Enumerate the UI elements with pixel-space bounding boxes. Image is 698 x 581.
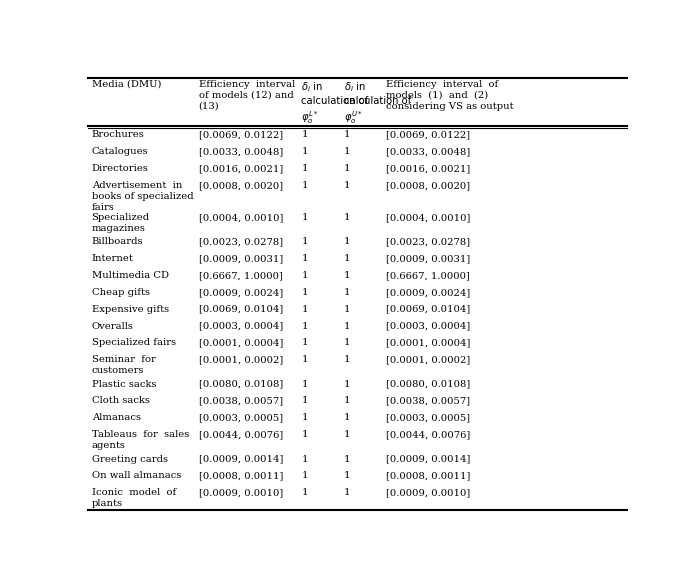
Text: 1: 1 xyxy=(343,488,350,497)
Text: 1: 1 xyxy=(302,379,308,389)
Text: [0.0044, 0.0076]: [0.0044, 0.0076] xyxy=(386,430,470,439)
Text: 1: 1 xyxy=(343,454,350,464)
Text: [0.0003, 0.0005]: [0.0003, 0.0005] xyxy=(386,413,470,422)
Text: 1: 1 xyxy=(302,164,308,173)
Text: 1: 1 xyxy=(302,304,308,314)
Text: 1: 1 xyxy=(302,213,308,222)
Text: [0.0033, 0.0048]: [0.0033, 0.0048] xyxy=(386,147,470,156)
Text: 1: 1 xyxy=(343,181,350,190)
Text: [0.0038, 0.0057]: [0.0038, 0.0057] xyxy=(199,396,283,406)
Text: [0.0023, 0.0278]: [0.0023, 0.0278] xyxy=(199,237,283,246)
Text: [0.0001, 0.0002]: [0.0001, 0.0002] xyxy=(386,355,470,364)
Text: Directories: Directories xyxy=(91,164,149,173)
Text: [0.0080, 0.0108]: [0.0080, 0.0108] xyxy=(386,379,470,389)
Text: [0.0008, 0.0011]: [0.0008, 0.0011] xyxy=(386,471,470,480)
Text: 1: 1 xyxy=(343,430,350,439)
Text: [0.6667, 1.0000]: [0.6667, 1.0000] xyxy=(386,271,470,280)
Text: [0.0004, 0.0010]: [0.0004, 0.0010] xyxy=(199,213,283,222)
Text: [0.0009, 0.0031]: [0.0009, 0.0031] xyxy=(199,254,283,263)
Text: [0.0016, 0.0021]: [0.0016, 0.0021] xyxy=(386,164,470,173)
Text: 1: 1 xyxy=(302,471,308,480)
Text: Billboards: Billboards xyxy=(91,237,143,246)
Text: 1: 1 xyxy=(343,321,350,331)
Text: [0.0009, 0.0010]: [0.0009, 0.0010] xyxy=(199,488,283,497)
Text: Specialized fairs: Specialized fairs xyxy=(91,338,176,347)
Text: 1: 1 xyxy=(343,471,350,480)
Text: 1: 1 xyxy=(343,147,350,156)
Text: [0.0033, 0.0048]: [0.0033, 0.0048] xyxy=(199,147,283,156)
Text: 1: 1 xyxy=(343,130,350,139)
Text: 1: 1 xyxy=(343,271,350,280)
Text: 1: 1 xyxy=(302,271,308,280)
Text: $\delta_i$ in
calculation of
$\varphi_o^{L*}$: $\delta_i$ in calculation of $\varphi_o^… xyxy=(302,80,369,125)
Text: 1: 1 xyxy=(302,338,308,347)
Text: Tableaus  for  sales
agents: Tableaus for sales agents xyxy=(91,430,189,450)
Text: 1: 1 xyxy=(302,321,308,331)
Text: [0.0069, 0.0104]: [0.0069, 0.0104] xyxy=(386,304,470,314)
Text: 1: 1 xyxy=(343,338,350,347)
Text: [0.0004, 0.0010]: [0.0004, 0.0010] xyxy=(386,213,470,222)
Text: [0.0069, 0.0122]: [0.0069, 0.0122] xyxy=(386,130,470,139)
Text: 1: 1 xyxy=(343,164,350,173)
Text: 1: 1 xyxy=(343,379,350,389)
Text: [0.0009, 0.0014]: [0.0009, 0.0014] xyxy=(386,454,470,464)
Text: Overalls: Overalls xyxy=(91,321,133,331)
Text: 1: 1 xyxy=(302,237,308,246)
Text: 1: 1 xyxy=(302,147,308,156)
Text: Advertisement  in
books of specialized
fairs: Advertisement in books of specialized fa… xyxy=(91,181,193,211)
Text: [0.0044, 0.0076]: [0.0044, 0.0076] xyxy=(199,430,283,439)
Text: 1: 1 xyxy=(302,413,308,422)
Text: 1: 1 xyxy=(302,288,308,297)
Text: [0.6667, 1.0000]: [0.6667, 1.0000] xyxy=(199,271,283,280)
Text: 1: 1 xyxy=(302,488,308,497)
Text: 1: 1 xyxy=(302,254,308,263)
Text: [0.0038, 0.0057]: [0.0038, 0.0057] xyxy=(386,396,470,406)
Text: Cloth sacks: Cloth sacks xyxy=(91,396,149,406)
Text: Efficiency  interval
of models (12) and
(13): Efficiency interval of models (12) and (… xyxy=(199,80,295,110)
Text: 1: 1 xyxy=(343,355,350,364)
Text: [0.0003, 0.0005]: [0.0003, 0.0005] xyxy=(199,413,283,422)
Text: On wall almanacs: On wall almanacs xyxy=(91,471,181,480)
Text: 1: 1 xyxy=(302,355,308,364)
Text: 1: 1 xyxy=(302,396,308,406)
Text: Media (DMU): Media (DMU) xyxy=(91,80,161,89)
Text: Efficiency  interval  of
models  (1)  and  (2)
considering VS as output: Efficiency interval of models (1) and (2… xyxy=(386,80,514,110)
Text: 1: 1 xyxy=(343,237,350,246)
Text: Greeting cards: Greeting cards xyxy=(91,454,168,464)
Text: $\delta_i$ in
calculation of
$\varphi_o^{U*}$: $\delta_i$ in calculation of $\varphi_o^… xyxy=(343,80,411,125)
Text: Internet: Internet xyxy=(91,254,133,263)
Text: Catalogues: Catalogues xyxy=(91,147,148,156)
Text: 1: 1 xyxy=(343,304,350,314)
Text: [0.0009, 0.0031]: [0.0009, 0.0031] xyxy=(386,254,470,263)
Text: Iconic  model  of
plants: Iconic model of plants xyxy=(91,488,176,508)
Text: Almanacs: Almanacs xyxy=(91,413,140,422)
Text: [0.0008, 0.0011]: [0.0008, 0.0011] xyxy=(199,471,283,480)
Text: Plastic sacks: Plastic sacks xyxy=(91,379,156,389)
Text: [0.0023, 0.0278]: [0.0023, 0.0278] xyxy=(386,237,470,246)
Text: [0.0009, 0.0024]: [0.0009, 0.0024] xyxy=(386,288,470,297)
Text: [0.0008, 0.0020]: [0.0008, 0.0020] xyxy=(386,181,470,190)
Text: [0.0008, 0.0020]: [0.0008, 0.0020] xyxy=(199,181,283,190)
Text: [0.0009, 0.0010]: [0.0009, 0.0010] xyxy=(386,488,470,497)
Text: 1: 1 xyxy=(343,396,350,406)
Text: Specialized
magazines: Specialized magazines xyxy=(91,213,149,232)
Text: [0.0003, 0.0004]: [0.0003, 0.0004] xyxy=(386,321,470,331)
Text: 1: 1 xyxy=(302,130,308,139)
Text: [0.0003, 0.0004]: [0.0003, 0.0004] xyxy=(199,321,283,331)
Text: [0.0009, 0.0014]: [0.0009, 0.0014] xyxy=(199,454,283,464)
Text: 1: 1 xyxy=(343,288,350,297)
Text: [0.0069, 0.0122]: [0.0069, 0.0122] xyxy=(199,130,283,139)
Text: 1: 1 xyxy=(343,254,350,263)
Text: [0.0001, 0.0004]: [0.0001, 0.0004] xyxy=(199,338,283,347)
Text: [0.0001, 0.0002]: [0.0001, 0.0002] xyxy=(199,355,283,364)
Text: Cheap gifts: Cheap gifts xyxy=(91,288,149,297)
Text: [0.0016, 0.0021]: [0.0016, 0.0021] xyxy=(199,164,283,173)
Text: [0.0001, 0.0004]: [0.0001, 0.0004] xyxy=(386,338,470,347)
Text: Multimedia CD: Multimedia CD xyxy=(91,271,169,280)
Text: Expensive gifts: Expensive gifts xyxy=(91,304,169,314)
Text: [0.0069, 0.0104]: [0.0069, 0.0104] xyxy=(199,304,283,314)
Text: [0.0080, 0.0108]: [0.0080, 0.0108] xyxy=(199,379,283,389)
Text: 1: 1 xyxy=(343,413,350,422)
Text: Brochures: Brochures xyxy=(91,130,144,139)
Text: 1: 1 xyxy=(302,454,308,464)
